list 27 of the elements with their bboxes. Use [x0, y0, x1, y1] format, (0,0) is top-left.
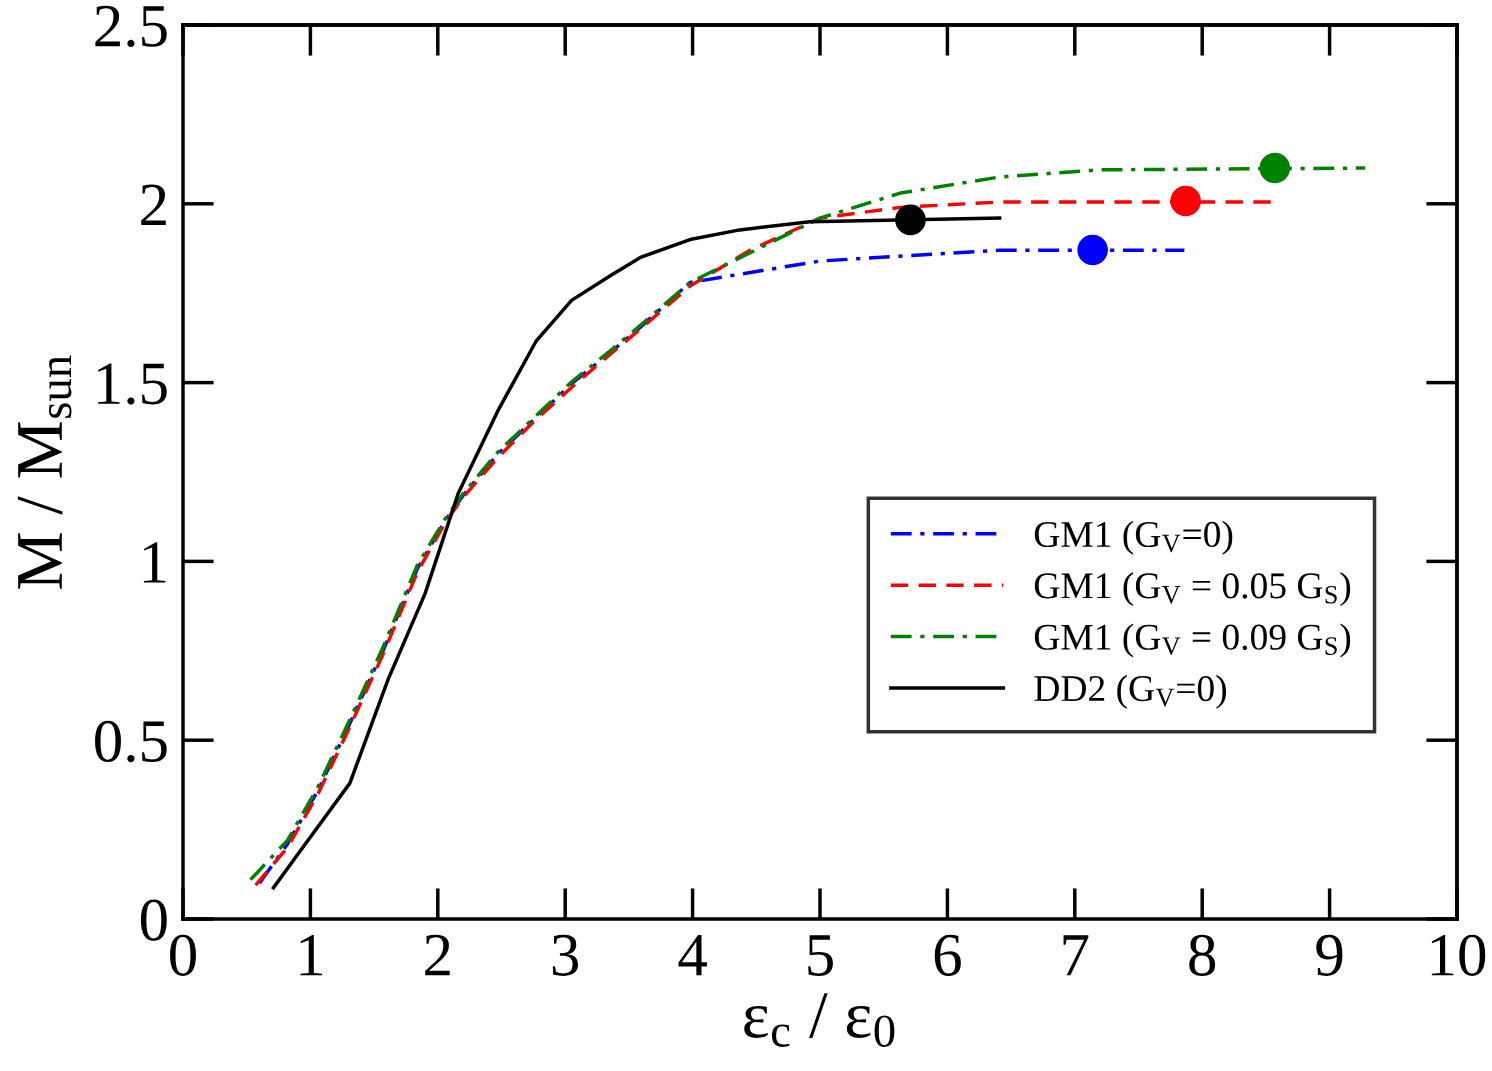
y-tick-label: 1.5 — [98, 363, 167, 405]
y-tick-label: 0.5 — [95, 720, 167, 763]
x-tick-label: 5 — [808, 935, 833, 976]
point — [1077, 234, 1108, 266]
y-tick-label: 2.5 — [95, 5, 167, 48]
point — [895, 204, 926, 236]
x-tick-label: 2 — [425, 934, 450, 976]
x-tick-label: 0 — [170, 934, 196, 976]
point — [1259, 152, 1291, 184]
y-tick-label: 0 — [140, 899, 167, 941]
y-tick-label: 2 — [141, 184, 166, 225]
x-tick-label: 3 — [552, 934, 579, 976]
x-tick-label: 7 — [1063, 935, 1089, 976]
x-tick-label: 6 — [934, 934, 961, 976]
y-axis-title: M / M$_{sun}$ — [17, 355, 72, 589]
x-tick-label: 4 — [678, 935, 707, 976]
y-tick-label: 1 — [143, 542, 166, 583]
x-tick-label: 8 — [1189, 934, 1216, 976]
x-axis-title: ε$_{c}$ / ε$_{0}$ — [744, 993, 895, 1047]
point — [1170, 185, 1201, 217]
legend-label: GM1 (G$_{V}$ = 0.05 G$_{S}$) — [1034, 572, 1351, 607]
x-tick-label: 9 — [1316, 934, 1343, 976]
legend-label: GM1 (G$_{V}$ = 0.09 G$_{S}$) — [1034, 623, 1351, 658]
x-tick-label: 1 — [300, 934, 323, 976]
x-tick-label: 10 — [1431, 934, 1486, 976]
legend-label: GM1 (G$_{V}$=0) — [1034, 520, 1233, 555]
legend-label: DD2 (G$_{V}$=0) — [1034, 674, 1227, 709]
